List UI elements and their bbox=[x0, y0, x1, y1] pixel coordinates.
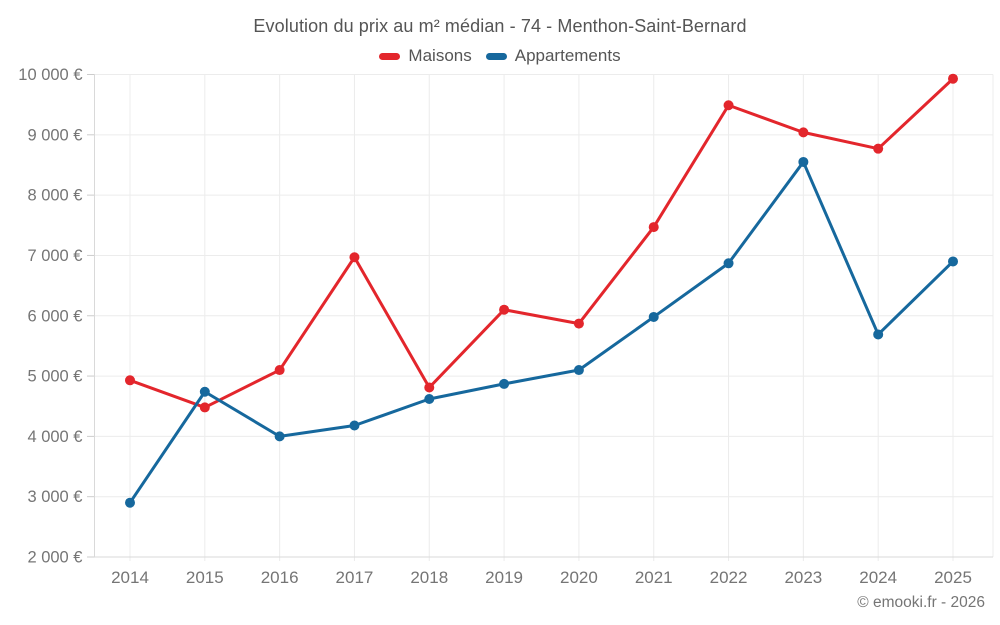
series-line-appartements bbox=[128, 160, 955, 505]
appartements-legend-swatch-icon bbox=[485, 52, 507, 60]
data-point-maisons-2022[interactable] bbox=[723, 100, 734, 111]
y-axis-label: 10 000 € bbox=[18, 66, 82, 84]
data-point-appartements-2024[interactable] bbox=[873, 329, 884, 340]
data-point-appartements-2023[interactable] bbox=[798, 156, 809, 167]
maisons-legend-swatch-icon bbox=[379, 52, 401, 60]
data-point-appartements-2015[interactable] bbox=[199, 386, 210, 397]
x-axis-label: 2018 bbox=[410, 568, 448, 587]
data-point-appartements-2014[interactable] bbox=[125, 497, 135, 508]
x-axis-label: 2019 bbox=[485, 568, 523, 587]
y-axis-label: 7 000 € bbox=[27, 247, 82, 265]
data-point-maisons-2024[interactable] bbox=[873, 143, 884, 154]
x-axis-label: 2015 bbox=[186, 568, 224, 587]
x-axis-label: 2024 bbox=[859, 568, 897, 587]
footer-credit: © emooki.fr - 2026 bbox=[857, 594, 985, 611]
data-point-maisons-2014[interactable] bbox=[125, 375, 135, 386]
data-point-maisons-2025[interactable] bbox=[948, 73, 958, 84]
data-point-appartements-2017[interactable] bbox=[349, 420, 360, 431]
x-axis-label: 2020 bbox=[560, 568, 598, 587]
data-point-appartements-2022[interactable] bbox=[723, 258, 734, 269]
x-axis-label: 2022 bbox=[710, 568, 748, 587]
data-point-appartements-2019[interactable] bbox=[499, 378, 510, 389]
legend-item-appartements[interactable]: Appartements bbox=[485, 46, 621, 66]
x-axis-label: 2014 bbox=[111, 568, 149, 587]
data-point-appartements-2020[interactable] bbox=[573, 365, 584, 376]
chart-legend: Maisons Appartements bbox=[0, 46, 1000, 66]
x-axis-label: 2021 bbox=[635, 568, 673, 587]
legend-label-maisons: Maisons bbox=[408, 46, 472, 65]
x-axis-label: 2025 bbox=[934, 568, 972, 587]
legend-label-appartements: Appartements bbox=[514, 46, 621, 65]
data-point-maisons-2021[interactable] bbox=[648, 222, 659, 233]
data-point-maisons-2018[interactable] bbox=[424, 382, 435, 393]
y-axis-label: 4 000 € bbox=[27, 428, 82, 446]
y-axis-label: 3 000 € bbox=[27, 488, 82, 506]
y-axis-label: 8 000 € bbox=[27, 187, 82, 205]
data-point-maisons-2019[interactable] bbox=[499, 304, 510, 315]
data-point-appartements-2016[interactable] bbox=[274, 431, 285, 442]
data-point-maisons-2016[interactable] bbox=[274, 365, 285, 376]
x-axis-label: 2016 bbox=[261, 568, 299, 587]
x-axis-label: 2023 bbox=[784, 568, 822, 587]
y-axis-label: 6 000 € bbox=[27, 307, 82, 325]
data-point-maisons-2020[interactable] bbox=[573, 318, 584, 329]
x-axis-label: 2017 bbox=[336, 568, 374, 587]
data-point-maisons-2015[interactable] bbox=[199, 402, 210, 413]
data-point-maisons-2023[interactable] bbox=[798, 127, 809, 138]
data-point-appartements-2021[interactable] bbox=[648, 311, 659, 322]
chart-title: Evolution du prix au m² médian - 74 - Me… bbox=[253, 16, 747, 36]
y-axis-label: 9 000 € bbox=[27, 126, 82, 144]
y-axis-label: 5 000 € bbox=[27, 368, 82, 386]
legend-item-maisons[interactable]: Maisons bbox=[379, 46, 472, 66]
data-point-appartements-2018[interactable] bbox=[424, 393, 435, 404]
y-axis-label: 2 000 € bbox=[27, 549, 82, 567]
series-line-maisons bbox=[128, 77, 955, 409]
data-point-maisons-2017[interactable] bbox=[349, 252, 360, 263]
data-point-appartements-2025[interactable] bbox=[948, 256, 958, 267]
